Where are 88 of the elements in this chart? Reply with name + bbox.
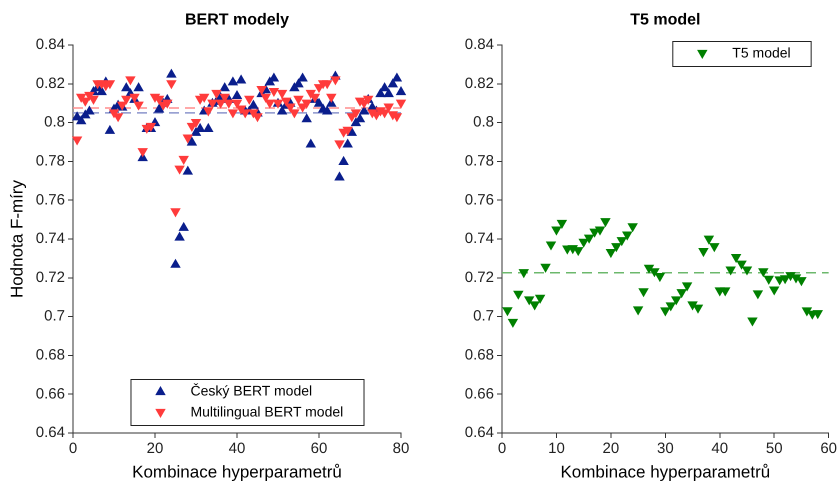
point	[698, 248, 709, 258]
x-tick-label: 0	[68, 440, 78, 458]
point	[768, 286, 780, 296]
y-tick-label: 0.64	[464, 424, 494, 442]
point	[752, 290, 764, 300]
x-tick-label: 40	[711, 440, 728, 458]
y-tick-label: 0.74	[464, 230, 494, 248]
point	[704, 236, 714, 245]
x-tick-label: 10	[548, 440, 565, 458]
y-tick-label: 0.74	[36, 230, 65, 248]
y-tick-label: 0.8	[473, 114, 494, 131]
point	[638, 288, 649, 298]
legend-label: Český BERT model	[190, 382, 312, 398]
y-tick-label: 0.68	[464, 346, 494, 364]
y-tick-label: 0.68	[36, 346, 65, 364]
x-tick-label: 20	[146, 440, 164, 458]
point	[736, 260, 747, 270]
point	[730, 254, 742, 264]
point	[660, 307, 671, 316]
y-tick-label: 0.72	[464, 268, 494, 286]
point	[632, 306, 644, 316]
point	[606, 249, 616, 258]
point	[758, 268, 769, 278]
point	[622, 232, 632, 241]
x-axis-title: Kombinace hyperparametrů	[560, 462, 770, 481]
point	[670, 296, 682, 306]
point	[654, 273, 666, 282]
point	[676, 289, 687, 298]
point	[725, 266, 736, 276]
y-tick-label: 0.84	[36, 36, 65, 54]
y-tick-label: 0.8	[44, 114, 65, 131]
y-tick-label: 0.7	[44, 308, 65, 325]
point	[627, 223, 638, 232]
point	[666, 302, 676, 312]
x-tick-label: 20	[602, 440, 620, 458]
point	[747, 317, 758, 327]
point	[594, 226, 606, 236]
point	[611, 243, 622, 252]
point	[502, 307, 513, 316]
y-tick-label: 0.84	[464, 36, 494, 54]
y-tick-label: 0.76	[464, 191, 494, 208]
y-tick-label: 0.72	[36, 268, 65, 286]
point	[578, 238, 589, 248]
point	[616, 237, 627, 246]
x-tick-label: 40	[228, 440, 246, 458]
point	[600, 218, 611, 228]
y-tick-label: 0.76	[36, 191, 65, 208]
y-tick-label: 0.66	[36, 385, 65, 402]
point	[534, 294, 546, 304]
y-tick-label: 0.78	[36, 152, 65, 170]
x-tick-label: 50	[766, 440, 783, 458]
point	[720, 287, 730, 296]
point	[709, 243, 720, 252]
y-tick-label: 0.66	[464, 385, 494, 402]
point	[644, 264, 654, 274]
point	[682, 282, 692, 292]
chart-title: T5 model	[630, 11, 700, 28]
point	[524, 296, 534, 306]
point	[742, 266, 752, 276]
point	[546, 241, 556, 251]
point	[518, 269, 529, 278]
point	[764, 276, 774, 285]
y-tick-label: 0.82	[36, 74, 65, 92]
point	[649, 268, 660, 278]
y-tick-label: 0.7	[473, 308, 494, 325]
point	[812, 310, 823, 320]
point	[556, 220, 568, 229]
point	[540, 264, 551, 273]
x-tick-label: 0	[498, 440, 506, 458]
point	[513, 290, 524, 300]
x-tick-label: 80	[392, 440, 410, 458]
legend-label: T5 model	[732, 44, 791, 60]
point	[796, 277, 807, 286]
y-tick-label: 0.64	[36, 424, 65, 442]
x-tick-label: 60	[310, 440, 328, 458]
x-tick-label: 30	[656, 440, 674, 458]
y-tick-label: 0.82	[464, 74, 494, 92]
point	[529, 301, 540, 310]
point	[584, 234, 594, 244]
point	[508, 318, 518, 328]
point	[551, 226, 562, 236]
x-tick-label: 60	[820, 440, 837, 458]
y-tick-label: 0.78	[464, 152, 494, 170]
chart-title: BERT modely	[184, 11, 290, 28]
x-axis-title: Kombinace hyperparametrů	[132, 462, 342, 481]
y-axis-title: Hodnota F-míry	[8, 179, 27, 298]
point	[692, 304, 704, 314]
legend-label: Multilingual BERT model	[190, 403, 344, 420]
